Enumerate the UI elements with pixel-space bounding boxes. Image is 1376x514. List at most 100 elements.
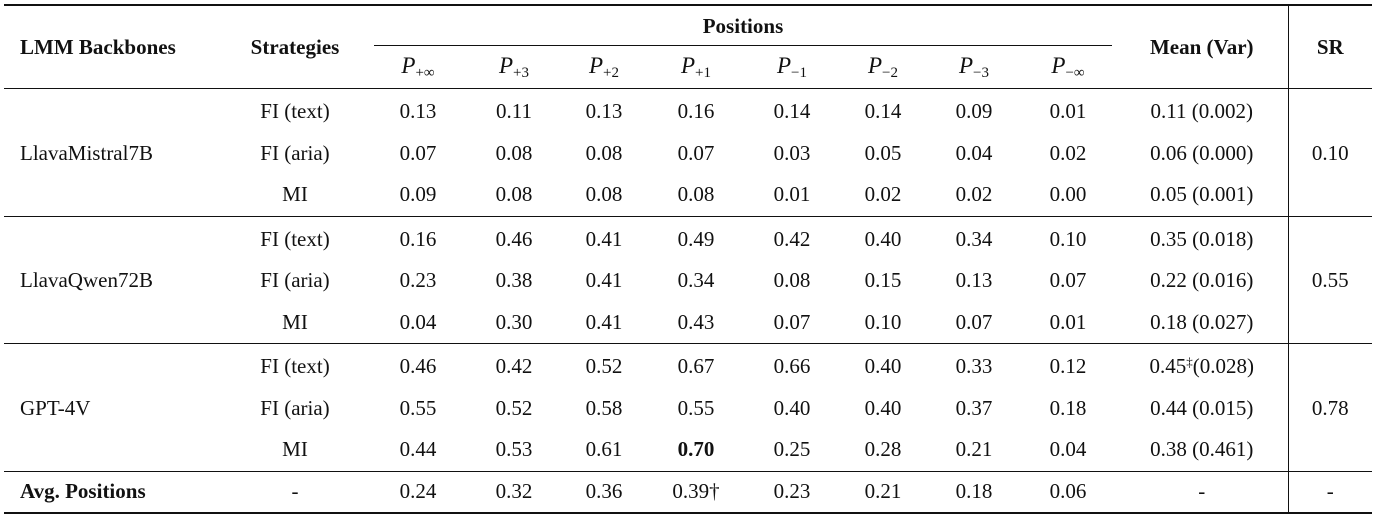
position-symbol: P−∞ [1051, 53, 1085, 81]
position-value: 0.34 [677, 268, 715, 293]
position-symbol-subscript: −∞ [1065, 64, 1085, 81]
position-value: 0.70 [677, 437, 715, 462]
strategy-name: FI (aria) [260, 395, 330, 420]
position-value: 0.30 [495, 309, 533, 334]
table-row: MI 0.09 0.08 0.08 0.08 0.01 0.02 0.02 0.00 0.05 (… [4, 174, 1372, 216]
position-value: 0.46 [495, 226, 533, 251]
position-symbol: P−3 [959, 53, 990, 81]
position-value: 0.08 [585, 182, 623, 207]
position-value: 0.14 [773, 99, 811, 124]
strategy-name: FI (text) [260, 354, 330, 379]
position-value: 0.16 [399, 226, 437, 251]
position-value: 0.02 [955, 182, 993, 207]
position-symbol-subscript: −3 [973, 64, 990, 81]
position-symbol-subscript: +2 [603, 64, 620, 81]
position-symbol: P+2 [589, 53, 620, 81]
position-value: 0.04 [1049, 437, 1087, 462]
header-sr: SR [1287, 5, 1372, 89]
header-position-col: P+2 [562, 46, 646, 89]
position-value: 0.08 [677, 182, 715, 207]
position-symbol: P+1 [681, 53, 711, 81]
position-value: 0.08 [495, 140, 533, 165]
position-value: 0.61 [585, 437, 623, 462]
table-row: FI (aria) 0.07 0.08 0.08 0.07 0.03 0.05 0.04 0.0… [4, 133, 1372, 175]
header-position-col: P+∞ [370, 46, 466, 89]
header-strategies: Strategies [250, 34, 340, 59]
header-position-col: P+1 [646, 46, 746, 89]
position-value: 0.02 [1049, 140, 1087, 165]
avg-position-value: 0.32 [495, 479, 533, 503]
strategy-name: FI (aria) [260, 140, 330, 165]
mean-var-value: 0.18 (0.027) [1116, 302, 1288, 344]
table-row: FI (aria) 0.23 0.38 0.41 0.34 0.08 0.15 0.13 0.0… [4, 260, 1372, 302]
variance-value: (0.018) [1192, 226, 1254, 251]
position-symbol: P−2 [868, 53, 899, 81]
position-value: 0.08 [773, 268, 811, 293]
position-value: 0.03 [773, 140, 811, 165]
mean-var-value: 0.11 (0.002) [1116, 89, 1288, 133]
mean-value: 0.44 [1150, 395, 1187, 420]
table-row: MI 0.44 0.53 0.61 0.70 0.25 0.28 0.21 0.04 0.38 (… [4, 429, 1372, 471]
mean-value: 0.11 [1150, 99, 1187, 124]
position-value: 0.09 [955, 99, 993, 124]
variance-value: (0.027) [1192, 309, 1254, 334]
position-value: 0.09 [399, 182, 437, 207]
variance-value: (0.015) [1192, 395, 1254, 420]
position-symbol: P+3 [499, 53, 529, 81]
header-mean-var: Mean (Var) [1149, 34, 1254, 59]
position-symbol: P+∞ [401, 53, 434, 81]
mean-value: 0.45 [1149, 354, 1187, 379]
avg-position-value: 0.06 [1049, 479, 1087, 503]
position-value: 0.40 [864, 354, 902, 379]
mean-var-value: 0.45‡(0.028) [1116, 344, 1288, 388]
mean-value: 0.35 [1150, 226, 1187, 251]
position-value: 0.34 [955, 226, 993, 251]
avg-positions-row: Avg. Positions - 0.24 0.32 0.36 0.39† 0.23 0.21… [4, 471, 1372, 513]
position-value: 0.67 [677, 354, 715, 379]
mean-var-value: 0.38 (0.461) [1116, 429, 1288, 471]
position-value: 0.07 [1049, 268, 1087, 293]
position-value: 0.11 [496, 99, 532, 124]
position-value: 0.25 [773, 437, 811, 462]
position-value: 0.33 [955, 354, 993, 379]
avg-label: Avg. Positions [20, 479, 146, 503]
strategy-name: FI (aria) [260, 268, 330, 293]
variance-value: (0.002) [1191, 99, 1253, 124]
position-value: 0.42 [495, 354, 533, 379]
backbone-name: LlavaMistral7B [20, 140, 153, 165]
header-positions-label: Positions [702, 13, 784, 38]
position-value: 0.01 [1049, 99, 1087, 124]
position-value: 0.44 [399, 437, 437, 462]
position-value: 0.41 [585, 309, 623, 334]
table-row: MI 0.04 0.30 0.41 0.43 0.07 0.10 0.07 0.01 0.18 (… [4, 302, 1372, 344]
position-value: 0.10 [864, 309, 902, 334]
header-positions: Positions [370, 5, 1116, 46]
avg-mean: - [1198, 479, 1206, 503]
strategy-name: FI (text) [260, 99, 330, 124]
position-value: 0.13 [585, 99, 623, 124]
strategy-name: MI [282, 437, 308, 462]
header-position-col: P−∞ [1020, 46, 1116, 89]
position-value: 0.58 [585, 395, 623, 420]
position-value: 0.05 [864, 140, 902, 165]
position-value: 0.13 [955, 268, 993, 293]
strategy-name: FI (text) [260, 226, 330, 251]
variance-value: (0.461) [1192, 437, 1254, 462]
position-value: 0.01 [1049, 309, 1087, 334]
position-symbol-subscript: −1 [791, 64, 808, 81]
sr-value: 0.78 [1287, 343, 1372, 471]
position-value: 0.41 [585, 268, 623, 293]
position-symbol-subscript: −2 [882, 64, 899, 81]
avg-position-value: 0.39† [672, 479, 720, 503]
variance-value: (0.016) [1192, 268, 1254, 293]
backbone-name: LlavaQwen72B [20, 268, 153, 293]
mean-var-value: 0.22 (0.016) [1116, 260, 1288, 302]
position-symbol-base: P [776, 52, 792, 78]
position-value: 0.18 [1049, 395, 1087, 420]
mean-value: 0.05 [1150, 182, 1187, 207]
header-position-col: P−1 [746, 46, 838, 89]
mean-var-value: 0.44 (0.015) [1116, 388, 1288, 430]
avg-position-value: 0.21 [864, 479, 902, 503]
position-value: 0.08 [585, 140, 623, 165]
position-value: 0.42 [773, 226, 811, 251]
